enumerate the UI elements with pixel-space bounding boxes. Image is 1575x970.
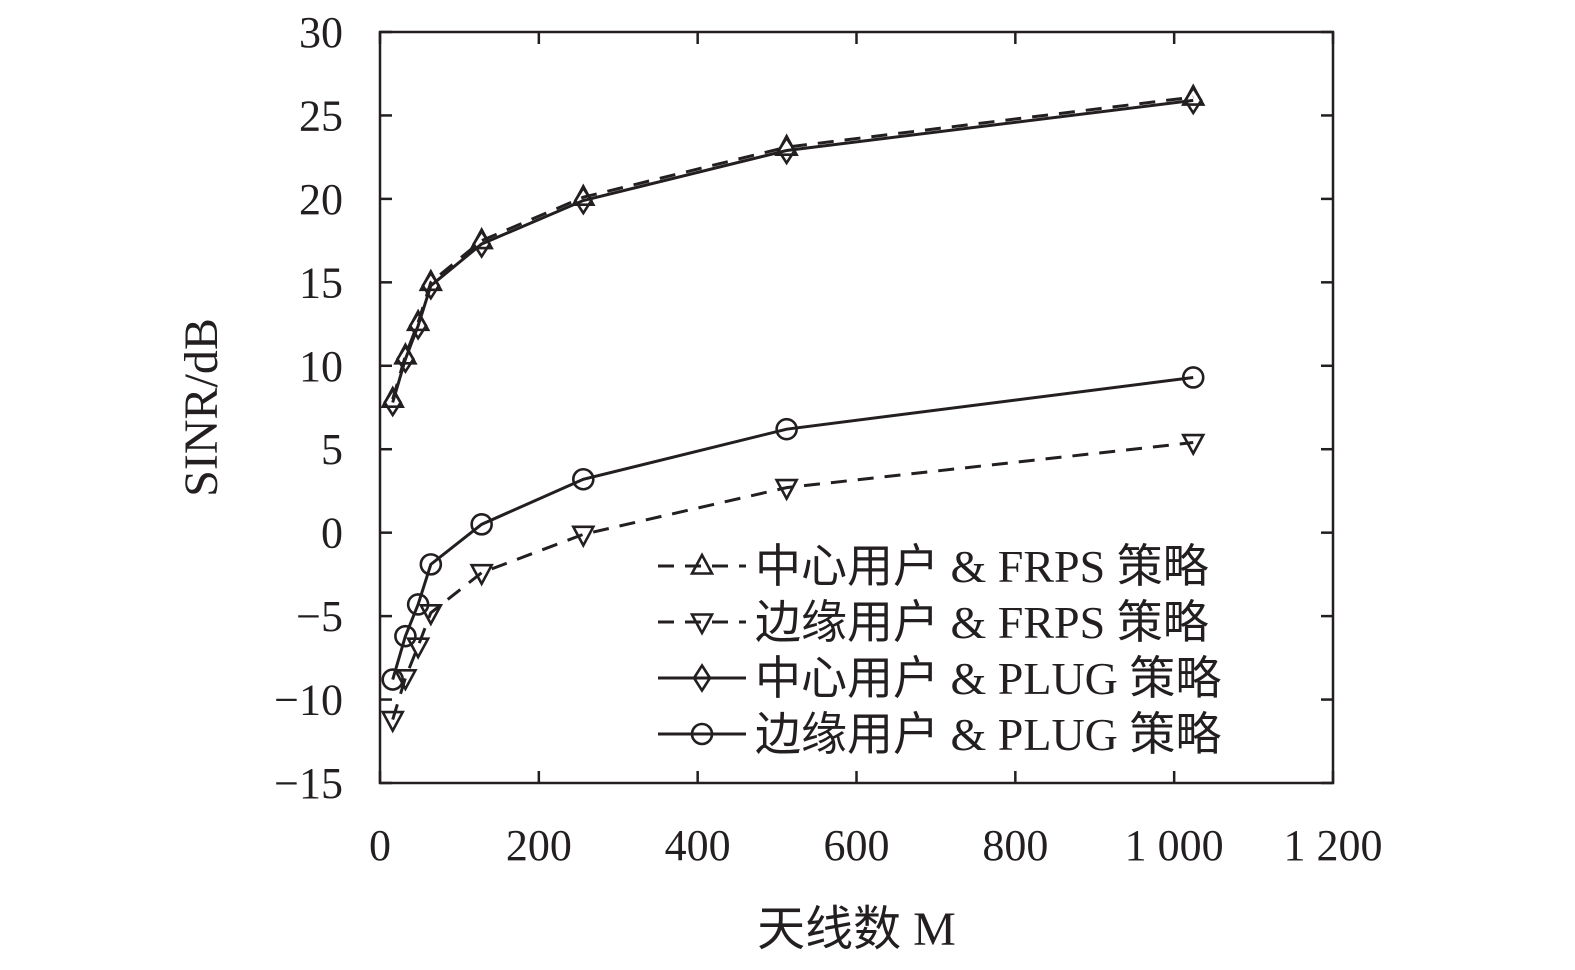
y-tick-label: 15 — [299, 258, 343, 307]
y-tick-label: 20 — [299, 175, 343, 224]
x-tick-label: 0 — [369, 821, 391, 870]
series-line — [391, 441, 1194, 721]
legend-marker — [689, 613, 715, 636]
data-point — [1181, 433, 1206, 457]
x-tick-label: 1 200 — [1284, 821, 1383, 870]
axes: 0 200 400 600 800 1 000 1 200 −15 −10 −5 0 5 10 15 20 2… — [175, 8, 1383, 956]
legend-entry: 边缘用户 & PLUG 策略 — [658, 709, 1221, 760]
data-point — [393, 669, 418, 692]
series-line — [391, 375, 1194, 680]
data-point — [405, 637, 431, 660]
data-point — [421, 270, 441, 301]
series-1 — [380, 83, 1206, 408]
data-point — [383, 387, 403, 418]
legend-label: 中心用户 & FRPS 策略 — [755, 541, 1209, 592]
y-tick-label: −10 — [274, 676, 343, 725]
y-axis-title: SINR/dB — [175, 318, 228, 497]
data-point — [571, 525, 596, 549]
y-tick-label: 5 — [321, 425, 343, 474]
legend-label: 边缘用户 & FRPS 策略 — [755, 597, 1209, 648]
series-layer — [380, 83, 1206, 734]
x-tick-label: 200 — [506, 821, 572, 870]
data-point — [394, 624, 417, 648]
x-axis-title: 天线数 M — [757, 903, 956, 956]
x-tick-label: 800 — [982, 821, 1048, 870]
series-line — [391, 98, 1194, 403]
y-tick-label: 0 — [321, 509, 343, 558]
y-tick-label: 10 — [299, 342, 343, 391]
data-point — [381, 668, 405, 691]
legend-marker — [690, 722, 714, 746]
series-2 — [380, 433, 1206, 734]
data-point — [572, 467, 595, 491]
data-point — [418, 603, 444, 627]
data-point — [472, 229, 492, 259]
data-point — [774, 478, 799, 502]
data-point — [406, 593, 430, 616]
series-3 — [383, 85, 1203, 418]
legend-entry: 中心用户 & PLUG 策略 — [658, 653, 1221, 704]
y-tick-label: 30 — [299, 8, 343, 57]
data-point — [573, 185, 593, 216]
data-point — [470, 513, 493, 536]
x-tick-label: 400 — [665, 821, 731, 870]
data-point — [775, 417, 798, 441]
legend-marker — [692, 663, 712, 693]
y-tick-label: −5 — [296, 592, 343, 641]
legend-label: 边缘用户 & PLUG 策略 — [755, 709, 1221, 760]
data-point — [469, 563, 494, 587]
data-point — [395, 344, 415, 375]
data-point — [1183, 85, 1203, 116]
data-point — [380, 710, 405, 734]
legend-label: 中心用户 & PLUG 策略 — [755, 653, 1221, 704]
series-4 — [381, 366, 1205, 691]
legend-entry: 中心用户 & FRPS 策略 — [658, 541, 1209, 592]
legend-marker — [689, 552, 715, 575]
data-point — [408, 310, 428, 341]
x-tick-label: 600 — [824, 821, 890, 870]
x-tick-label: 1 000 — [1125, 821, 1224, 870]
data-point — [419, 553, 443, 576]
data-point — [777, 135, 797, 166]
series-line — [391, 95, 1194, 400]
y-tick-label: −15 — [274, 759, 343, 808]
legend-entry: 边缘用户 & FRPS 策略 — [658, 597, 1209, 648]
data-point — [1181, 366, 1205, 389]
y-tick-label: 25 — [299, 91, 343, 140]
